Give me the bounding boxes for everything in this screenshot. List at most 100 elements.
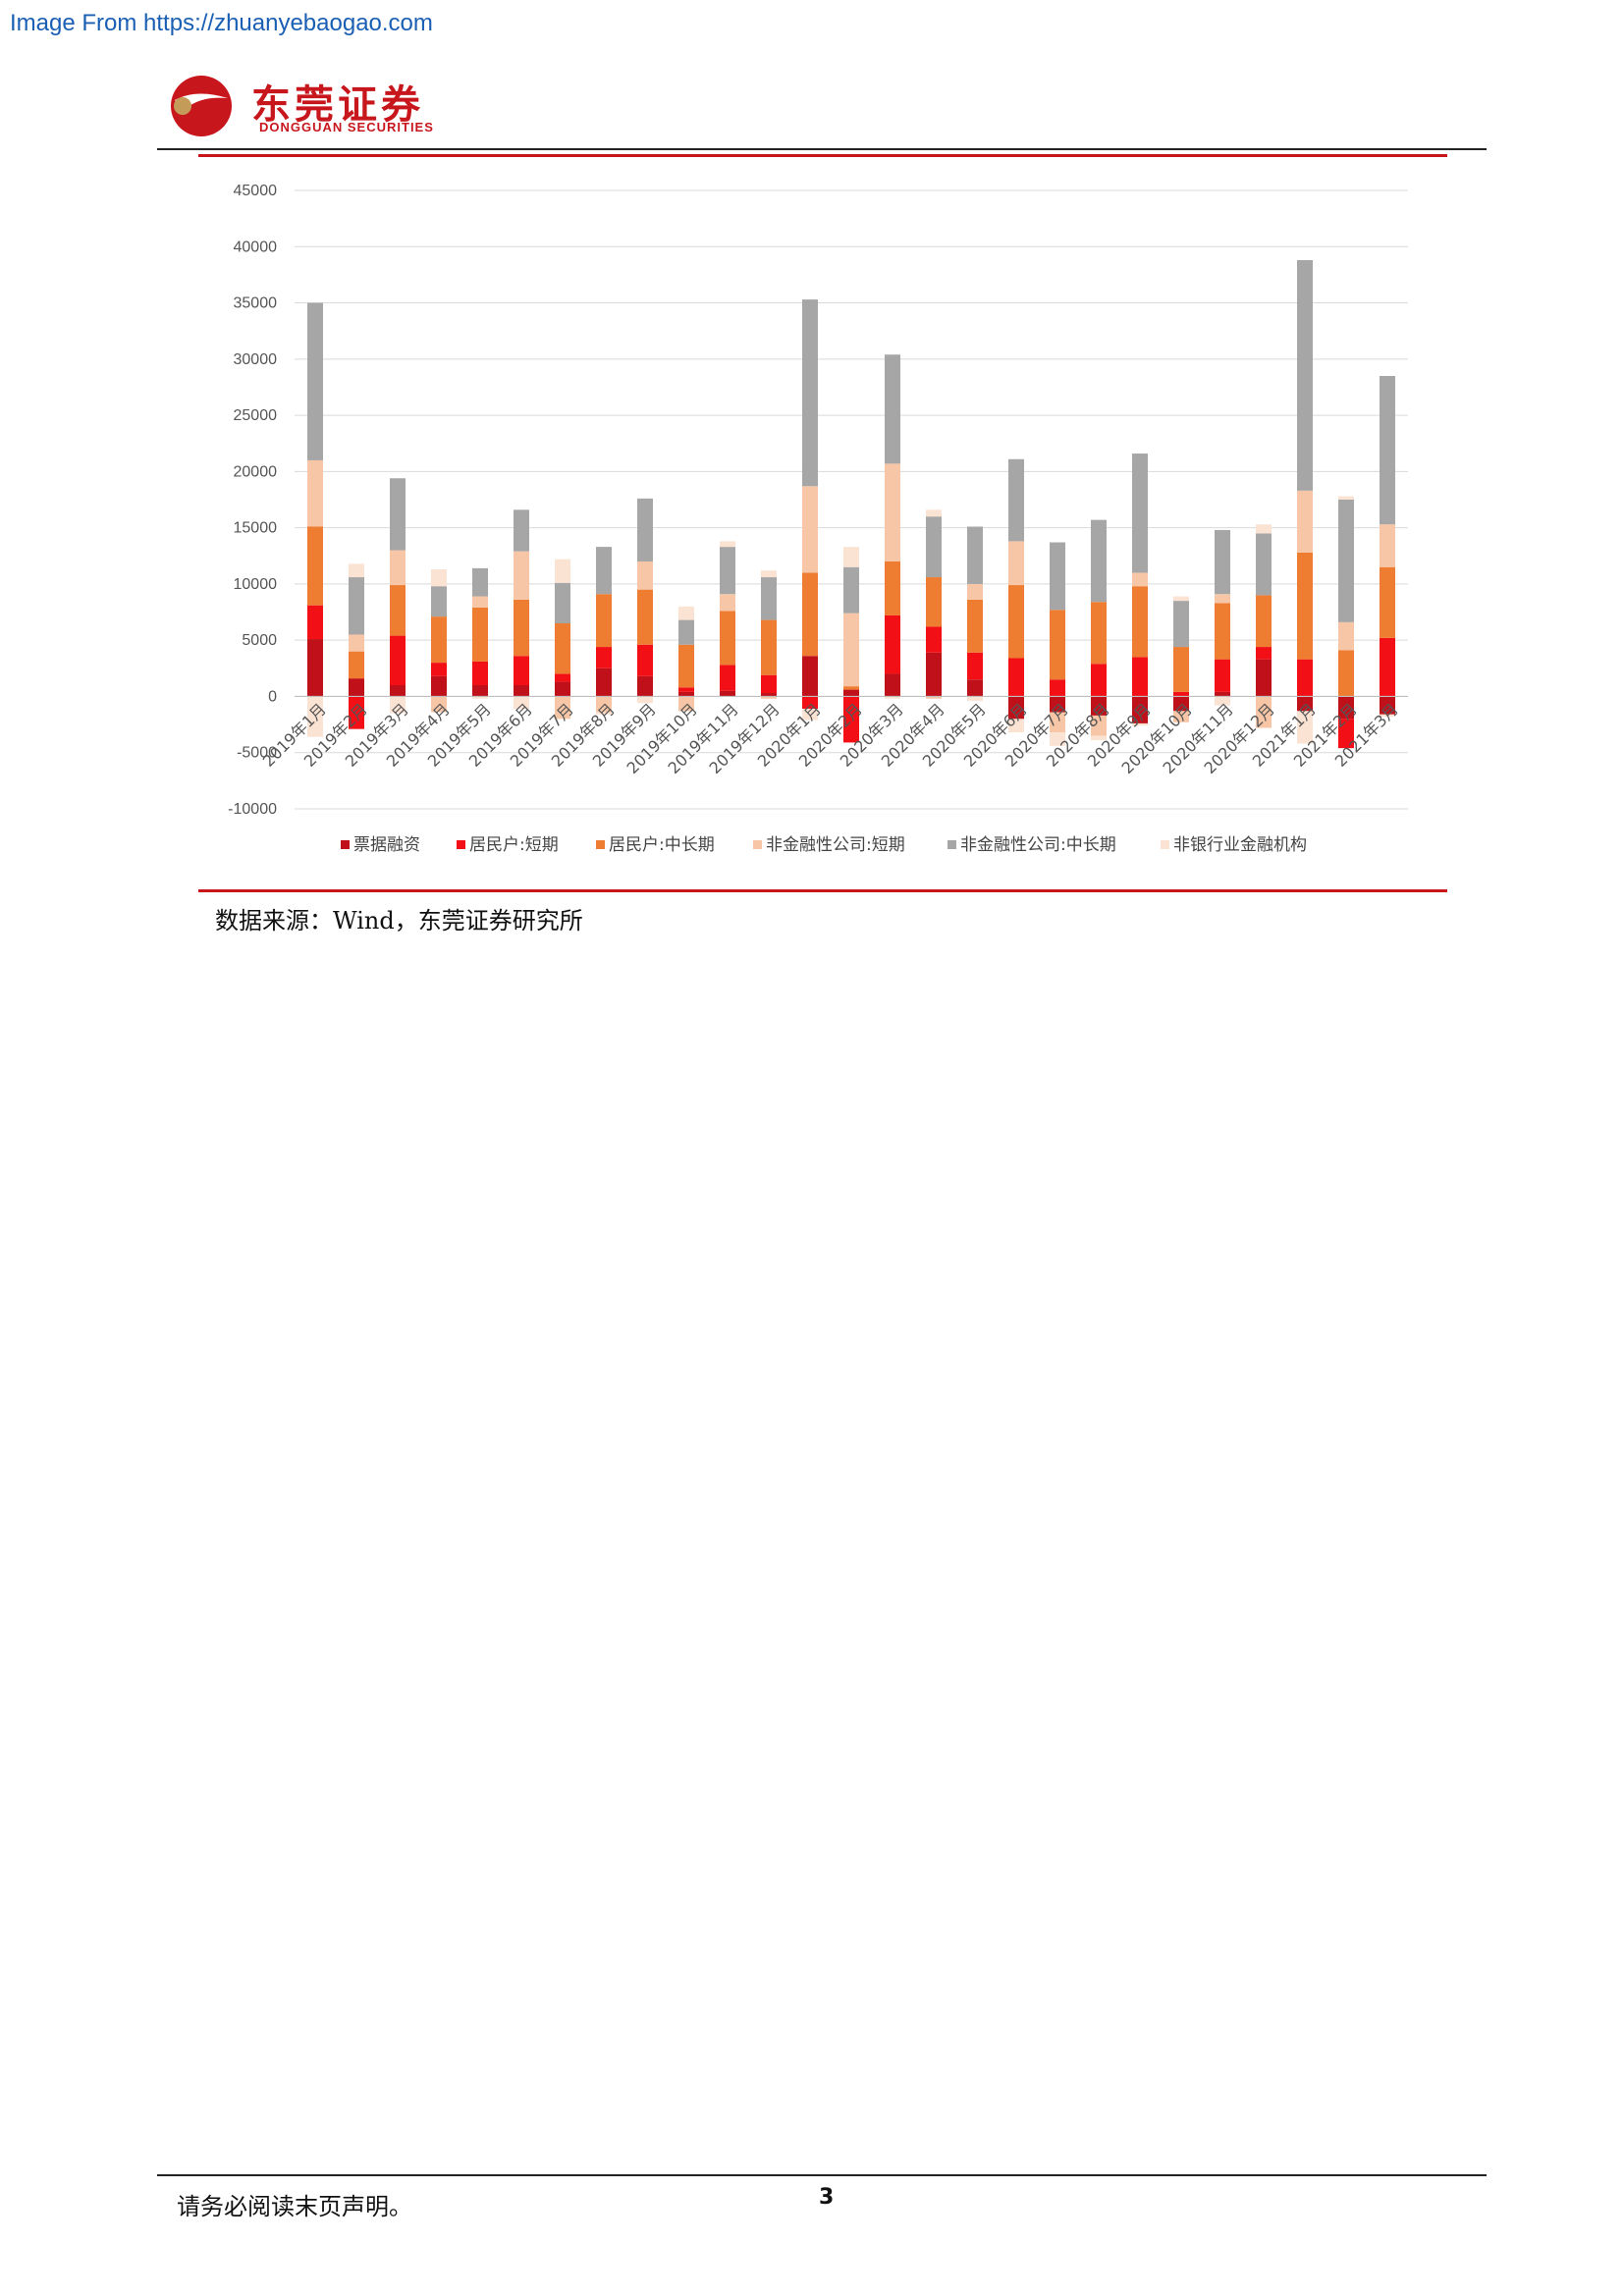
bar-segment xyxy=(349,634,364,652)
bar-segment xyxy=(761,577,777,620)
bar-segment xyxy=(555,559,570,583)
bar-segment xyxy=(514,656,529,685)
bar-segment xyxy=(390,635,406,685)
bar-segment xyxy=(1297,711,1313,744)
bar-segment xyxy=(431,569,447,587)
bar-segment xyxy=(1380,637,1395,697)
bar-segment xyxy=(761,696,777,699)
logo-english-name: DONGGUAN SECURITIES xyxy=(259,120,434,134)
bar-segment xyxy=(1050,610,1065,680)
bar-segment xyxy=(637,644,653,676)
logo-emblem-icon xyxy=(171,76,232,136)
bar-segment xyxy=(926,516,942,578)
bar-segment xyxy=(967,679,983,697)
bar-segment xyxy=(761,570,777,578)
bar-segment xyxy=(1215,696,1230,706)
bar-segment xyxy=(678,619,694,645)
chart-container: 45000 40000 35000 30000 25000 20000 15000 10000… xyxy=(198,154,1447,892)
bar-segment xyxy=(596,594,612,648)
bar-segment xyxy=(1008,658,1024,697)
legend-label: 票据融资 xyxy=(353,835,420,855)
bar-segment xyxy=(1256,524,1272,534)
bar-segment xyxy=(349,563,364,578)
y-tick-label: 5000 xyxy=(242,632,277,649)
bar-segment xyxy=(349,678,364,697)
bar-segment xyxy=(926,509,942,517)
bar-segment xyxy=(472,696,488,699)
bar-segment xyxy=(596,547,612,595)
bar-segment xyxy=(1132,722,1148,726)
bar-segment xyxy=(1256,595,1272,648)
bar-segment xyxy=(596,667,612,697)
stacked-bar-chart: 45000 40000 35000 30000 25000 20000 15000 10000… xyxy=(228,183,1408,855)
bar-segment xyxy=(1215,691,1230,697)
bar-segment xyxy=(1132,586,1148,658)
bar-segment xyxy=(1091,519,1107,603)
bar-segment xyxy=(885,463,900,561)
bar-segment xyxy=(514,509,529,552)
legend-swatch xyxy=(753,840,762,849)
bar-segment xyxy=(472,607,488,662)
bar-segment xyxy=(431,696,447,713)
bar-segment xyxy=(761,674,777,694)
bar-segment xyxy=(1338,719,1354,749)
bar-segment xyxy=(1173,711,1189,722)
bar-segment xyxy=(390,585,406,636)
bar-segment xyxy=(1256,659,1272,697)
y-tick-label: 30000 xyxy=(234,351,278,368)
bar-segment xyxy=(720,547,735,595)
bar-segment xyxy=(843,566,859,614)
bar-segment xyxy=(555,673,570,682)
bar-segment xyxy=(720,541,735,548)
bar-segment xyxy=(967,652,983,680)
y-tick-label: 45000 xyxy=(234,183,278,199)
bar-segment xyxy=(1338,500,1354,622)
legend-label: 非金融性公司:短期 xyxy=(766,835,905,855)
bar-segment xyxy=(555,681,570,697)
bar-segment xyxy=(885,614,900,674)
bar-segment xyxy=(307,605,323,640)
bar-segment xyxy=(514,696,529,710)
bar-segment xyxy=(926,626,942,653)
y-tick-label: 40000 xyxy=(234,239,278,255)
bar-segment xyxy=(1297,260,1313,491)
y-tick-label: -5000 xyxy=(237,745,277,762)
bar-segment xyxy=(1380,524,1395,567)
bar-segment xyxy=(720,690,735,697)
bar-segment xyxy=(885,696,900,699)
bar-segment xyxy=(514,685,529,697)
bar-segment xyxy=(637,498,653,561)
bar-segment xyxy=(885,354,900,464)
bar-segment xyxy=(1008,541,1024,586)
watermark-text[interactable]: Image From https://zhuanyebaogao.com xyxy=(10,10,433,36)
bar-segment xyxy=(1050,542,1065,611)
bar-segment xyxy=(1173,696,1189,712)
bar-segment xyxy=(1297,490,1313,553)
legend-swatch xyxy=(596,840,605,849)
bar-segment xyxy=(720,665,735,691)
bar-segment xyxy=(1297,696,1313,712)
bar-segment xyxy=(1338,496,1354,500)
bar-segment xyxy=(1091,735,1107,741)
bar-segment xyxy=(802,709,818,721)
header-divider xyxy=(157,148,1487,150)
bar-segment xyxy=(307,526,323,606)
bar-segment xyxy=(1132,657,1148,697)
bar-segment xyxy=(802,696,818,710)
bar-segment xyxy=(678,606,694,620)
bar-segment xyxy=(390,478,406,551)
bar-segment xyxy=(967,599,983,653)
bar-segment xyxy=(514,551,529,600)
bar-segment xyxy=(967,696,983,702)
bar-segment xyxy=(431,663,447,676)
legend-label: 非金融性公司:中长期 xyxy=(960,835,1116,855)
bar-segment xyxy=(431,675,447,697)
bar-segment xyxy=(885,561,900,615)
bar-segment xyxy=(307,302,323,460)
bar-segment xyxy=(802,572,818,657)
bar-segment xyxy=(1008,585,1024,659)
bar-segment xyxy=(1050,679,1065,697)
bar-segment xyxy=(761,619,777,675)
bar-segment xyxy=(1050,732,1065,746)
bar-segment xyxy=(637,675,653,697)
